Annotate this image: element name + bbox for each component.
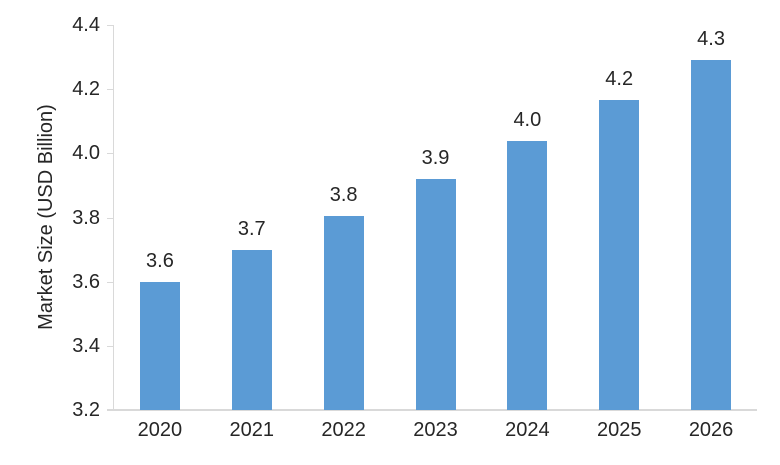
y-tick-mark: [107, 218, 114, 219]
y-tick-mark: [107, 25, 114, 26]
bar: [599, 100, 640, 410]
bar-value-label: 4.0: [513, 108, 542, 131]
bar: [231, 249, 272, 410]
bar-value-label: 4.2: [605, 68, 634, 91]
bar: [139, 281, 180, 410]
bar: [507, 140, 548, 410]
y-tick-mark: [107, 346, 114, 347]
y-tick-mark: [107, 410, 114, 411]
x-tick-label: 2023: [413, 419, 458, 441]
y-tick-label: 3.8: [72, 206, 100, 229]
bar: [691, 60, 732, 410]
x-axis-line: [107, 409, 757, 411]
x-tick-label: 2026: [688, 419, 734, 441]
y-tick-label: 3.2: [72, 399, 100, 421]
bar: [323, 215, 364, 410]
y-tick-label: 3.4: [72, 334, 100, 357]
x-tick-label: 2020: [137, 419, 183, 441]
y-tick-label: 4.2: [72, 78, 100, 101]
y-tick-label: 4.0: [72, 142, 100, 165]
x-tick-label: 2022: [321, 419, 366, 441]
bar: [415, 179, 456, 410]
bar-value-label: 3.9: [421, 147, 450, 169]
y-tick-mark: [107, 153, 114, 154]
y-tick-mark: [107, 282, 114, 283]
y-tick-label: 3.6: [72, 270, 100, 293]
y-tick-label: 4.4: [72, 14, 100, 36]
y-tick-mark: [107, 89, 114, 90]
bar-value-label: 3.8: [329, 183, 358, 206]
x-tick-label: 2024: [505, 419, 550, 441]
y-axis-line: [113, 25, 114, 410]
bar-value-label: 4.3: [697, 28, 725, 51]
x-tick-label: 2021: [229, 419, 275, 441]
x-tick-label: 2025: [596, 419, 642, 441]
bar-value-label: 3.6: [146, 249, 174, 272]
bar-value-label: 3.7: [237, 217, 266, 240]
